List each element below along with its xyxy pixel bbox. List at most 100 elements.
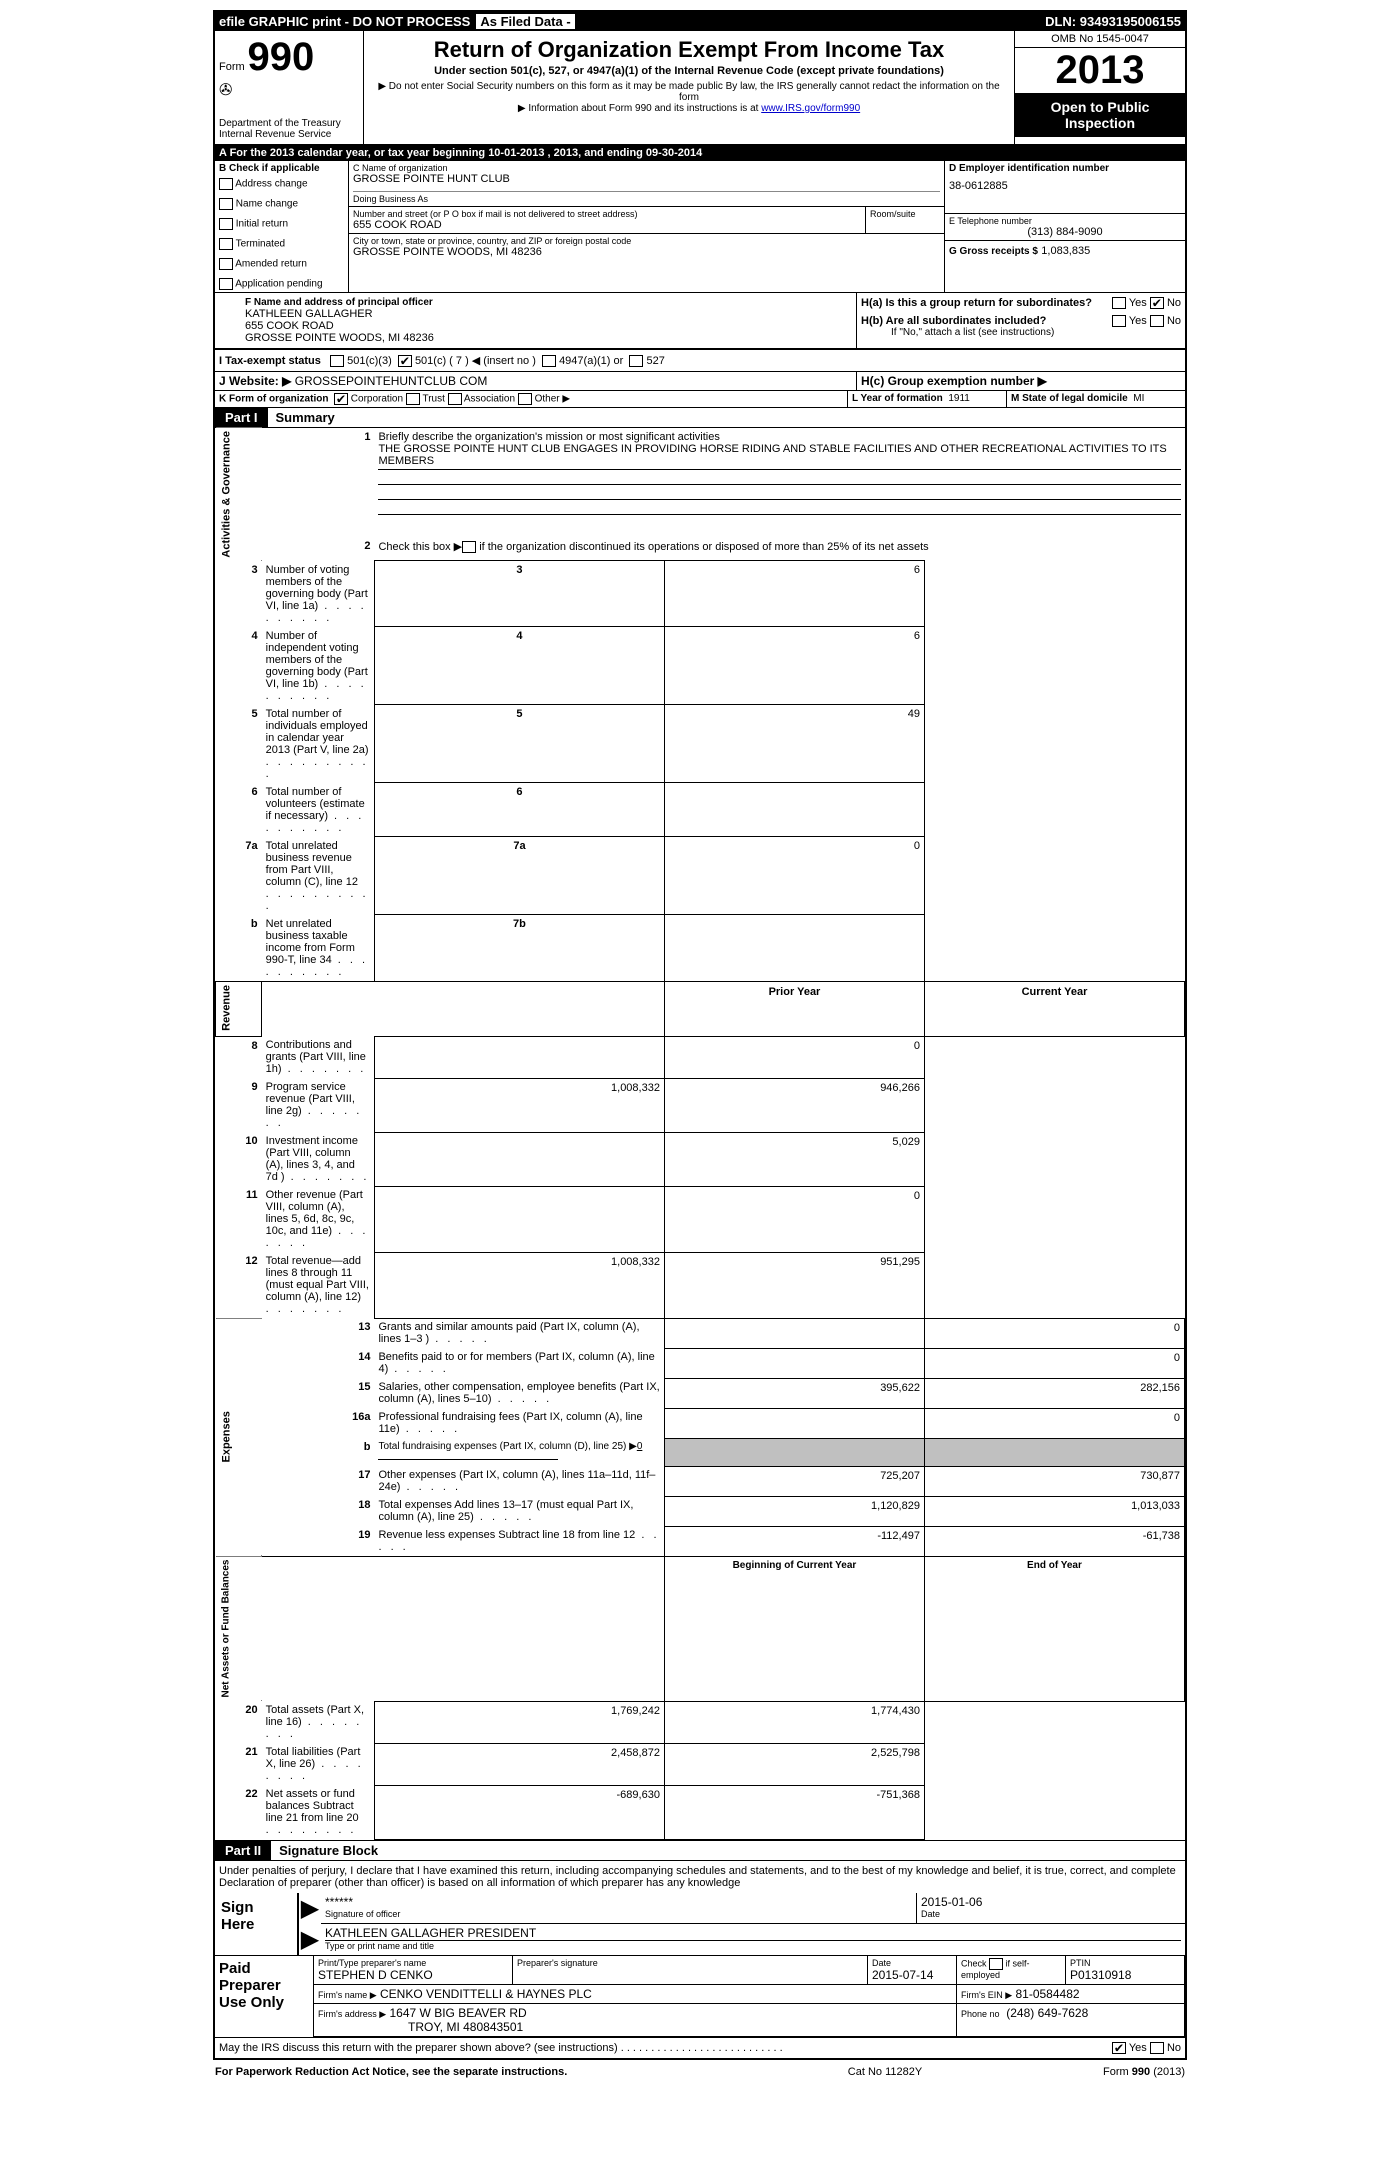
form-title: Return of Organization Exempt From Incom… <box>372 37 1006 63</box>
discuss-text: May the IRS discuss this return with the… <box>219 2042 618 2054</box>
part1-label: Part I <box>215 408 268 427</box>
expense-line-15: 15 Salaries, other compensation, employe… <box>216 1378 1185 1408</box>
checkbox-501c[interactable]: ✔ <box>398 355 412 367</box>
irs-link[interactable]: www.IRS.gov/form990 <box>761 103 860 114</box>
part2-title: Signature Block <box>271 1841 386 1860</box>
m-label: M State of legal domicile <box>1011 393 1128 404</box>
sig-date-label: Date <box>921 1909 1181 1919</box>
part2-label: Part II <box>215 1841 271 1860</box>
tax-year: 2013 <box>1015 48 1185 93</box>
checkbox-terminated[interactable] <box>219 238 233 250</box>
firm-addr2: TROY, MI 480843501 <box>408 2020 523 2034</box>
dba-label: Doing Business As <box>353 191 940 204</box>
form-label: Form <box>219 61 245 73</box>
checkbox-4947[interactable] <box>542 355 556 367</box>
page-footer: For Paperwork Reduction Act Notice, see … <box>215 2066 1185 2078</box>
firm-ein: 81-0584482 <box>1015 1987 1079 2001</box>
checkbox-other[interactable] <box>518 393 532 405</box>
checkbox-app-pending[interactable] <box>219 278 233 290</box>
sig-date: 2015-01-06 <box>921 1895 1181 1909</box>
prep-date: 2015-07-14 <box>872 1968 952 1982</box>
checkbox-hb-no[interactable] <box>1150 315 1164 327</box>
checkbox-discuss-yes[interactable]: ✔ <box>1112 2042 1126 2054</box>
org-name: GROSSE POINTE HUNT CLUB <box>353 173 940 185</box>
prep-name: STEPHEN D CENKO <box>318 1968 508 1982</box>
ha-label: H(a) Is this a group return for subordin… <box>861 297 1092 309</box>
dept-treasury: Department of the Treasury <box>219 118 359 129</box>
website-value: GROSSEPOINTEHUNTCLUB COM <box>295 374 488 388</box>
dln: DLN: 93493195006155 <box>581 14 1181 29</box>
signature-stars: ****** <box>325 1895 912 1909</box>
firm-phone-label: Phone no <box>961 2009 1000 2019</box>
officer-printed-label: Type or print name and title <box>325 1940 1181 1951</box>
col-prior-year: Prior Year <box>664 981 924 1036</box>
hc-label: H(c) Group exemption number ▶ <box>861 374 1047 388</box>
info-grid-bcd: B Check if applicable Address change Nam… <box>215 161 1185 293</box>
section-c: C Name of organization GROSSE POINTE HUN… <box>349 161 945 292</box>
checkbox-amended[interactable] <box>219 258 233 270</box>
section-b: B Check if applicable Address change Nam… <box>215 161 349 292</box>
sidebar-expenses: Expenses <box>216 1318 262 1557</box>
checkbox-527[interactable] <box>629 355 643 367</box>
officer-label: F Name and address of principal officer <box>245 297 852 308</box>
net-line-21: 21 Total liabilities (Part X, line 26) .… <box>216 1743 1185 1785</box>
expense-line-13: 13 Grants and similar amounts paid (Part… <box>216 1318 1185 1348</box>
checkbox-ha-no[interactable]: ✔ <box>1150 297 1164 309</box>
checkbox-corp[interactable]: ✔ <box>334 393 348 405</box>
footer-form: Form 990 (2013) <box>985 2066 1185 2078</box>
form-subtitle: Under section 501(c), 527, or 4947(a)(1)… <box>372 65 1006 77</box>
section-j-hc: J Website: ▶ GROSSEPOINTEHUNTCLUB COM H(… <box>215 372 1185 391</box>
section-b-title: B Check if applicable <box>219 163 344 174</box>
as-filed-box: As Filed Data - <box>476 14 574 29</box>
checkbox-assoc[interactable] <box>448 393 462 405</box>
officer-printed-name: KATHLEEN GALLAGHER PRESIDENT <box>325 1926 1181 1940</box>
checkbox-501c3[interactable] <box>330 355 344 367</box>
checkbox-trust[interactable] <box>406 393 420 405</box>
discuss-row: May the IRS discuss this return with the… <box>215 2037 1185 2058</box>
form-note1: ▶ Do not enter Social Security numbers o… <box>372 81 1006 103</box>
section-f: F Name and address of principal officer … <box>215 293 857 348</box>
part2-header: Part II Signature Block <box>215 1840 1185 1861</box>
revenue-line-9: 9 Program service revenue (Part VIII, li… <box>216 1078 1185 1132</box>
section-cd-wrap: C Name of organization GROSSE POINTE HUN… <box>349 161 1185 292</box>
form-990-container: efile GRAPHIC print - DO NOT PROCESS As … <box>213 10 1187 2060</box>
ptin-value: P01310918 <box>1070 1968 1180 1982</box>
ein-value: 38-0612885 <box>949 180 1181 192</box>
footer-catno: Cat No 11282Y <box>785 2066 985 2078</box>
sig-officer-label: Signature of officer <box>325 1909 912 1919</box>
checkbox-name-change[interactable] <box>219 198 233 210</box>
firm-addr1: 1647 W BIG BEAVER RD <box>390 2006 527 2020</box>
officer-city: GROSSE POINTE WOODS, MI 48236 <box>245 332 852 344</box>
summary-line-3: 3 Number of voting members of the govern… <box>216 561 1185 627</box>
checkbox-self-employed[interactable] <box>989 1958 1003 1970</box>
sidebar-activities-governance: Activities & Governance <box>216 428 262 561</box>
net-line-22: 22 Net assets or fund balances Subtract … <box>216 1785 1185 1839</box>
part1-title: Summary <box>268 408 343 427</box>
checkbox-hb-yes[interactable] <box>1112 315 1126 327</box>
l-value: 1911 <box>948 393 970 404</box>
prep-date-label: Date <box>872 1958 952 1968</box>
checkbox-initial-return[interactable] <box>219 218 233 230</box>
checkbox-address-change[interactable] <box>219 178 233 190</box>
paid-preparer-table: Paid Preparer Use Only Print/Type prepar… <box>215 1955 1185 2037</box>
expense-line-b: b Total fundraising expenses (Part IX, c… <box>216 1438 1185 1466</box>
expense-line-16a: 16a Professional fundraising fees (Part … <box>216 1408 1185 1438</box>
perjury-statement: Under penalties of perjury, I declare th… <box>215 1861 1185 1893</box>
firm-ein-label: Firm's EIN ▶ <box>961 1990 1012 2000</box>
hb-label: H(b) Are all subordinates included? <box>861 315 1046 327</box>
sign-arrow-icon: ▶ <box>298 1893 321 1924</box>
section-deg: D Employer identification number 38-0612… <box>945 161 1185 292</box>
gross-value: 1,083,835 <box>1041 245 1090 257</box>
firm-phone: (248) 649-7628 <box>1006 2006 1088 2020</box>
checkbox-ha-yes[interactable] <box>1112 297 1126 309</box>
checkbox-discuss-no[interactable] <box>1150 2042 1164 2054</box>
form-note2: ▶ Information about Form 990 and its ins… <box>372 103 1006 114</box>
open-to-public: Open to Public Inspection <box>1015 93 1185 137</box>
checkbox-line2[interactable] <box>462 541 476 553</box>
line1-label: Briefly describe the organization's miss… <box>378 431 719 443</box>
header-form-number-col: Form 990 ✇ Department of the Treasury In… <box>215 31 364 144</box>
k-label: K Form of organization <box>219 394 328 405</box>
ptin-label: PTIN <box>1070 1958 1180 1968</box>
summary-line-7a: 7a Total unrelated business revenue from… <box>216 837 1185 915</box>
line1-text: THE GROSSE POINTE HUNT CLUB ENGAGES IN P… <box>378 443 1166 467</box>
